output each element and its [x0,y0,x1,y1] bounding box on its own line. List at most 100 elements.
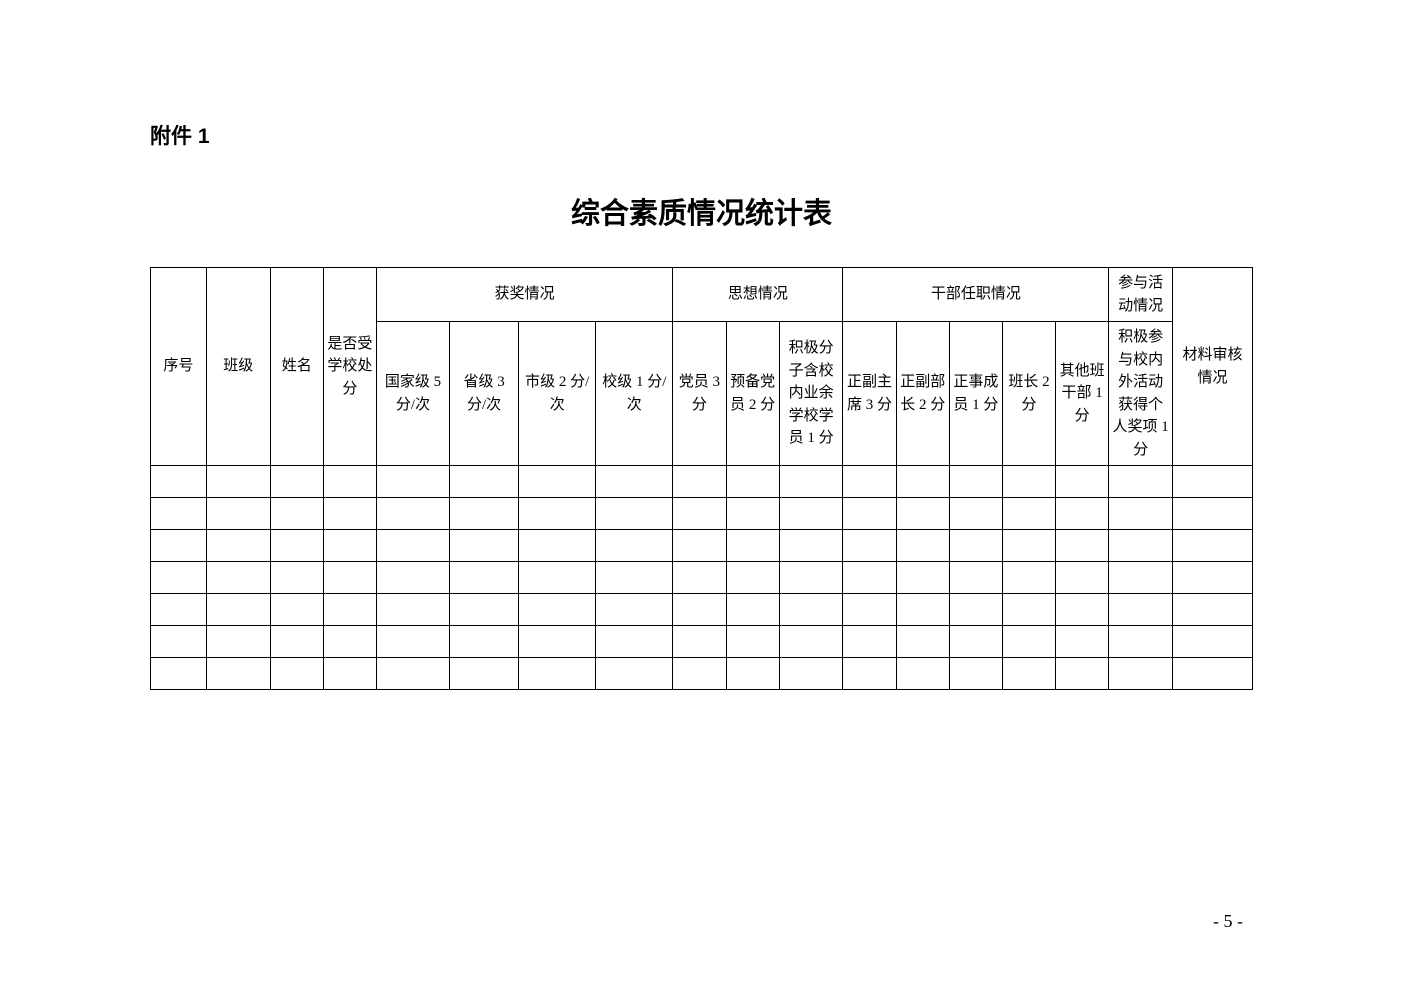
table-cell [376,658,449,690]
table-cell [779,562,843,594]
table-cell [1002,626,1055,658]
table-cell [726,594,779,626]
table-cell [206,498,270,530]
table-cell [1109,658,1173,690]
header-member: 党员 3 分 [673,322,726,466]
table-cell [896,466,949,498]
table-cell [896,658,949,690]
table-cell [673,658,726,690]
table-body [151,466,1253,690]
table-row [151,626,1253,658]
table-cell [1056,562,1109,594]
table-cell [1109,498,1173,530]
table-cell [779,466,843,498]
header-other: 其他班干部 1 分 [1056,322,1109,466]
table-cell [1002,498,1055,530]
table-cell [1109,626,1173,658]
table-cell [270,466,323,498]
table-cell [596,562,673,594]
table-cell [270,530,323,562]
table-row [151,594,1253,626]
table-cell [949,498,1002,530]
table-cell [270,498,323,530]
table-cell [270,658,323,690]
table-cell [151,530,207,562]
table-cell [1002,466,1055,498]
table-cell [376,562,449,594]
table-cell [1002,530,1055,562]
table-cell [596,594,673,626]
table-cell [596,530,673,562]
header-staff: 正事成员 1 分 [949,322,1002,466]
table-cell [519,626,596,658]
table-cell [206,562,270,594]
header-activity-group: 参与活动情况 [1109,268,1173,322]
table-cell [270,626,323,658]
table-cell [151,594,207,626]
table-cell [673,594,726,626]
table-cell [779,594,843,626]
table-cell [1056,530,1109,562]
table-cell [206,658,270,690]
table-cell [206,626,270,658]
header-dept: 正副部长 2 分 [896,322,949,466]
table-cell [843,594,896,626]
table-cell [949,626,1002,658]
table-cell [1109,466,1173,498]
statistics-table: 序号 班级 姓名 是否受学校处分 获奖情况 思想情况 干部任职情况 参与活动情况… [150,267,1253,690]
table-cell [596,466,673,498]
table-cell [151,498,207,530]
header-activity: 积极参与校内外活动获得个人奖项 1 分 [1109,322,1173,466]
table-cell [1002,594,1055,626]
table-cell [843,530,896,562]
table-cell [323,530,376,562]
table-cell [450,626,519,658]
header-cadre-group: 干部任职情况 [843,268,1109,322]
table-cell [519,562,596,594]
table-cell [726,498,779,530]
table-cell [779,658,843,690]
page-number: - 5 - [1213,911,1243,932]
table-cell [726,626,779,658]
table-cell [450,466,519,498]
table-cell [519,658,596,690]
table-cell [843,626,896,658]
header-name: 姓名 [270,268,323,466]
table-row [151,466,1253,498]
table-cell [673,466,726,498]
table-cell [323,562,376,594]
table-cell [1173,466,1253,498]
table-cell [896,498,949,530]
table-cell [896,562,949,594]
table-cell [949,594,1002,626]
table-cell [151,466,207,498]
table-cell [151,658,207,690]
header-prepare: 预备党员 2 分 [726,322,779,466]
header-thought-group: 思想情况 [673,268,843,322]
table-row [151,530,1253,562]
table-cell [896,530,949,562]
table-cell [323,658,376,690]
table-cell [726,562,779,594]
table-cell [779,498,843,530]
table-cell [843,562,896,594]
table-cell [1173,658,1253,690]
table-cell [949,562,1002,594]
attachment-label: 附件 1 [150,120,1253,150]
table-row [151,498,1253,530]
table-cell [1173,498,1253,530]
table-cell [151,562,207,594]
header-chair: 正副主席 3 分 [843,322,896,466]
table-cell [206,594,270,626]
table-cell [1109,562,1173,594]
table-cell [376,498,449,530]
table-cell [1056,658,1109,690]
table-cell [519,594,596,626]
table-cell [673,626,726,658]
table-cell [206,530,270,562]
table-row [151,658,1253,690]
table-cell [206,466,270,498]
header-province: 省级 3 分/次 [450,322,519,466]
table-cell [519,530,596,562]
header-class: 班级 [206,268,270,466]
